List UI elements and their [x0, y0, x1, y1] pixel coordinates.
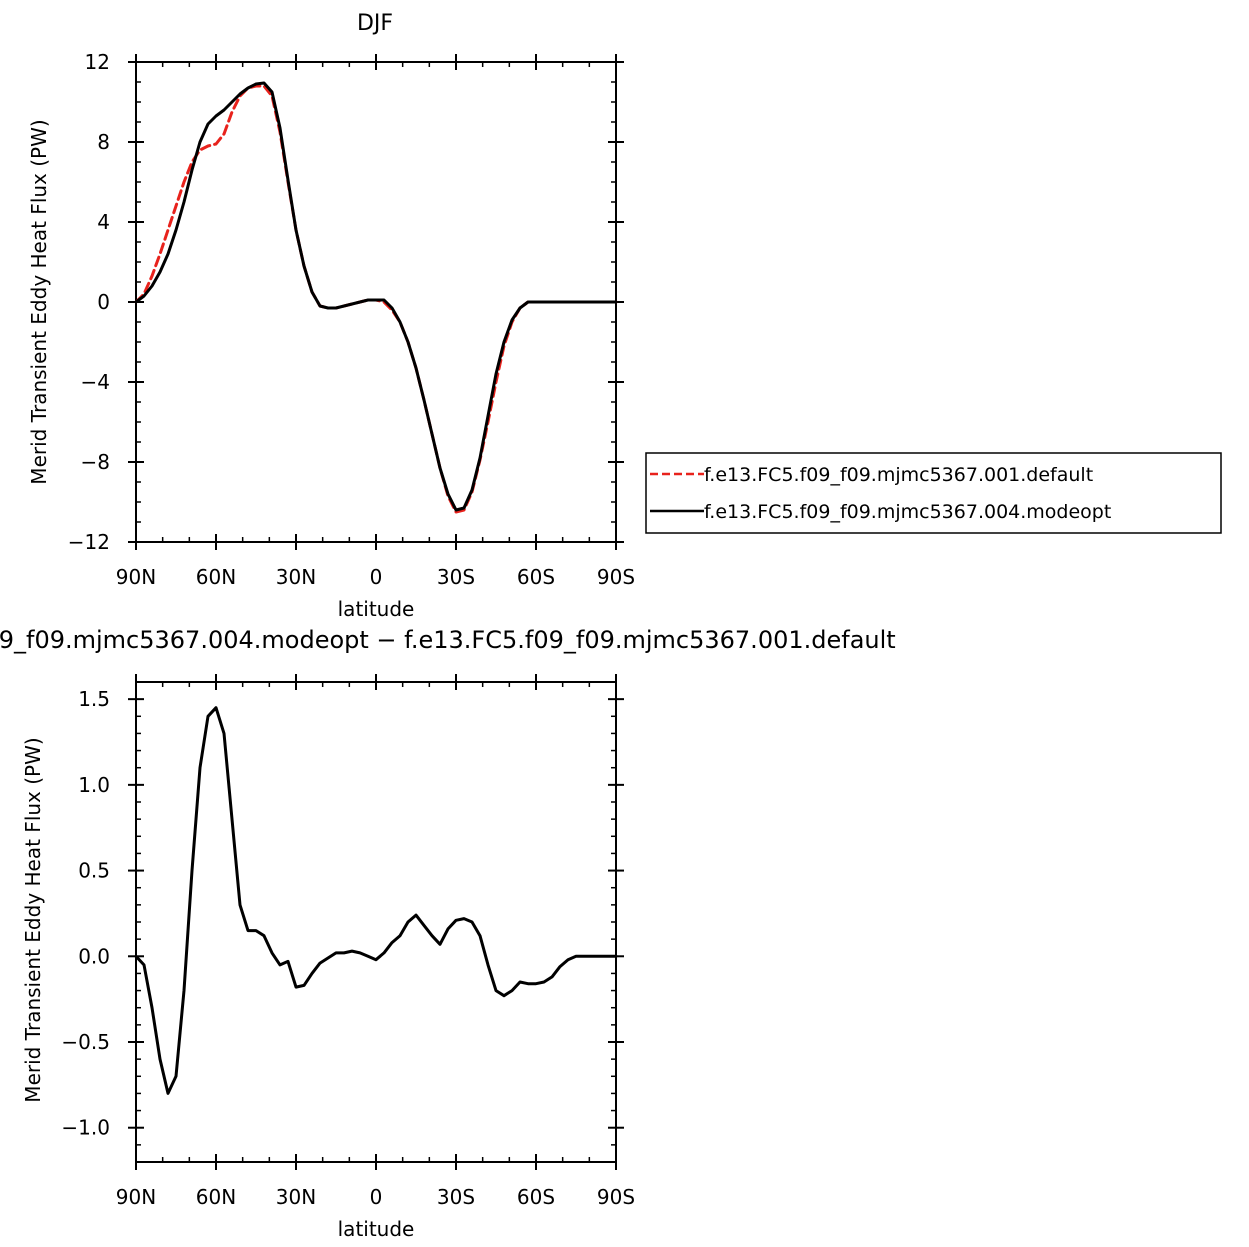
y-tick-label: 1.0: [78, 773, 110, 797]
x-axis-label: latitude: [338, 1217, 415, 1241]
y-tick-label: 0.5: [78, 859, 110, 883]
legend-label-modeopt: f.e13.FC5.f09_f09.mjmc5367.004.modeopt: [704, 501, 1111, 523]
y-tick-label: 1.5: [78, 687, 110, 711]
x-tick-label: 60N: [196, 565, 236, 589]
x-tick-label: 30S: [437, 565, 475, 589]
x-tick-label: 90N: [116, 1185, 156, 1209]
x-tick-label: 90S: [597, 1185, 635, 1209]
x-tick-label: 60S: [517, 565, 555, 589]
y-tick-label: 0: [97, 290, 110, 314]
legend: f.e13.FC5.f09_f09.mjmc5367.001.default f…: [645, 452, 1222, 534]
x-tick-label: 30S: [437, 1185, 475, 1209]
series-line-2: [134, 81, 618, 512]
panel-top: DJF 90N 60N 30N 0 30S 60S 90S 12 8 4 0 −4 −8 −12 lati…: [27, 11, 635, 621]
y-tick-label: −4: [81, 370, 110, 394]
y-tick-label: 4: [97, 210, 110, 234]
y-axis-label: Merid Transient Eddy Heat Flux (PW): [21, 737, 45, 1102]
y-tick-label: −12: [68, 530, 110, 554]
y-tick-label: 12: [85, 50, 110, 74]
y-tick-label: 0.0: [78, 944, 110, 968]
chart-title: DJF: [357, 11, 393, 36]
x-tick-label: 0: [370, 1185, 383, 1209]
legend-box: [645, 452, 1222, 534]
series-line-1: [134, 706, 618, 1095]
legend-label-default: f.e13.FC5.f09_f09.mjmc5367.001.default: [704, 464, 1093, 486]
x-tick-label: 30N: [276, 1185, 316, 1209]
x-tick-label: 90N: [116, 565, 156, 589]
axis-ticks: 90N 60N 30N 0 30S 60S 90S 12 8 4 0 −4 −8 −12: [68, 50, 635, 589]
x-tick-label: 0: [370, 565, 383, 589]
series-group: [134, 81, 618, 514]
y-tick-label: −0.5: [61, 1030, 110, 1054]
panel-bottom: f.e13.FC5.f09_f09.mjmc5367.004.modeopt −…: [0, 626, 896, 1241]
chart-title: f.e13.FC5.f09_f09.mjmc5367.004.modeopt −…: [0, 626, 896, 654]
plot-frame: [135, 681, 617, 1163]
y-tick-label: 8: [97, 130, 110, 154]
x-tick-label: 30N: [276, 565, 316, 589]
series-group: [134, 706, 618, 1095]
y-tick-label: −1.0: [61, 1116, 110, 1140]
y-axis-label: Merid Transient Eddy Heat Flux (PW): [27, 119, 51, 484]
axis-ticks: 90N 60N 30N 0 30S 60S 90S 1.5 1.0 0.5 0.0 −0.5 −1.0: [61, 674, 635, 1209]
x-tick-label: 90S: [597, 565, 635, 589]
y-tick-label: −8: [81, 450, 110, 474]
x-axis-label: latitude: [338, 597, 415, 621]
x-tick-label: 60N: [196, 1185, 236, 1209]
x-tick-label: 60S: [517, 1185, 555, 1209]
